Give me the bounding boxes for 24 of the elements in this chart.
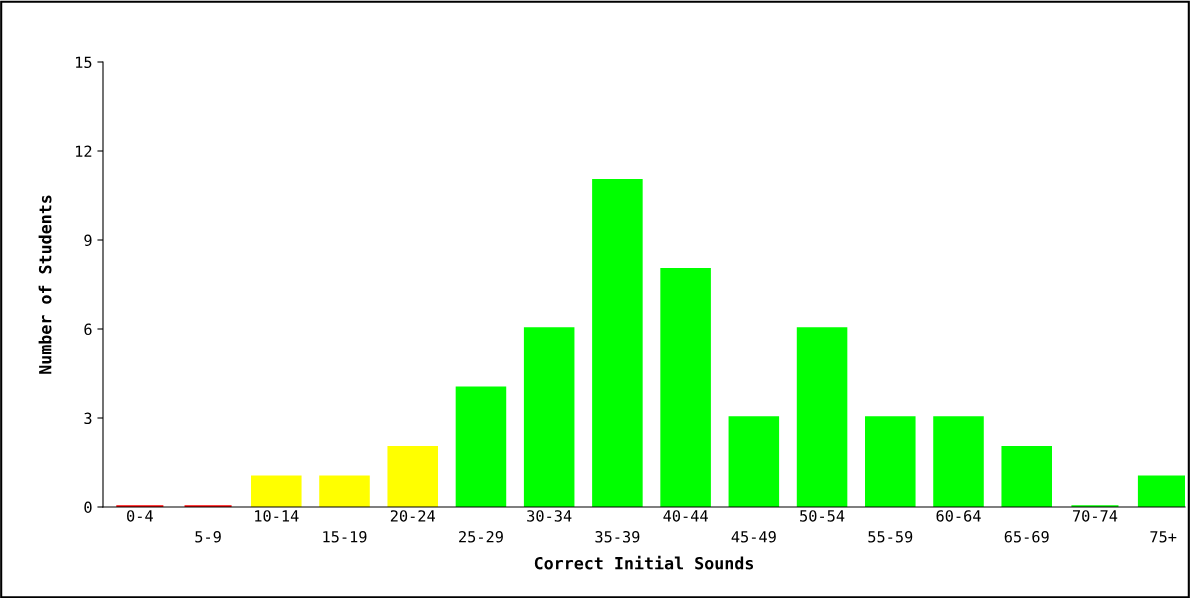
y-tick-label: 9 — [84, 234, 92, 247]
x-tick-label: 50-54 — [800, 510, 845, 522]
x-tick-label: 60-64 — [936, 510, 981, 522]
y-tick-label: 12 — [76, 145, 92, 157]
x-tick-label: 20-24 — [390, 510, 435, 522]
x-tick-label: 5-9 — [195, 530, 221, 543]
x-tick-label: 70-74 — [1072, 510, 1118, 522]
x-tick-label: 75+ — [1150, 531, 1177, 543]
y-tick-label: 0 — [84, 501, 92, 514]
x-tick-label: 55-59 — [868, 530, 913, 543]
x-tick-label: 30-34 — [527, 510, 572, 522]
x-tick-label: 65-69 — [1004, 530, 1049, 543]
x-tick-label: 10-14 — [255, 510, 299, 522]
y-axis-title: Number of Students — [38, 195, 52, 374]
y-tick-label: 3 — [84, 412, 92, 425]
x-axis-title: Correct Initial Sounds — [534, 555, 754, 570]
x-tick-label: 35-39 — [595, 530, 640, 543]
x-tick-label: 40-44 — [663, 510, 708, 522]
x-tick-label: 25-29 — [459, 530, 503, 543]
x-tick-label: 15-19 — [323, 530, 367, 543]
y-tick-label: 15 — [76, 56, 92, 69]
x-tick-label: 0-4 — [127, 510, 153, 522]
x-tick-label: 45-49 — [731, 530, 776, 543]
y-tick-label: 6 — [84, 323, 92, 336]
